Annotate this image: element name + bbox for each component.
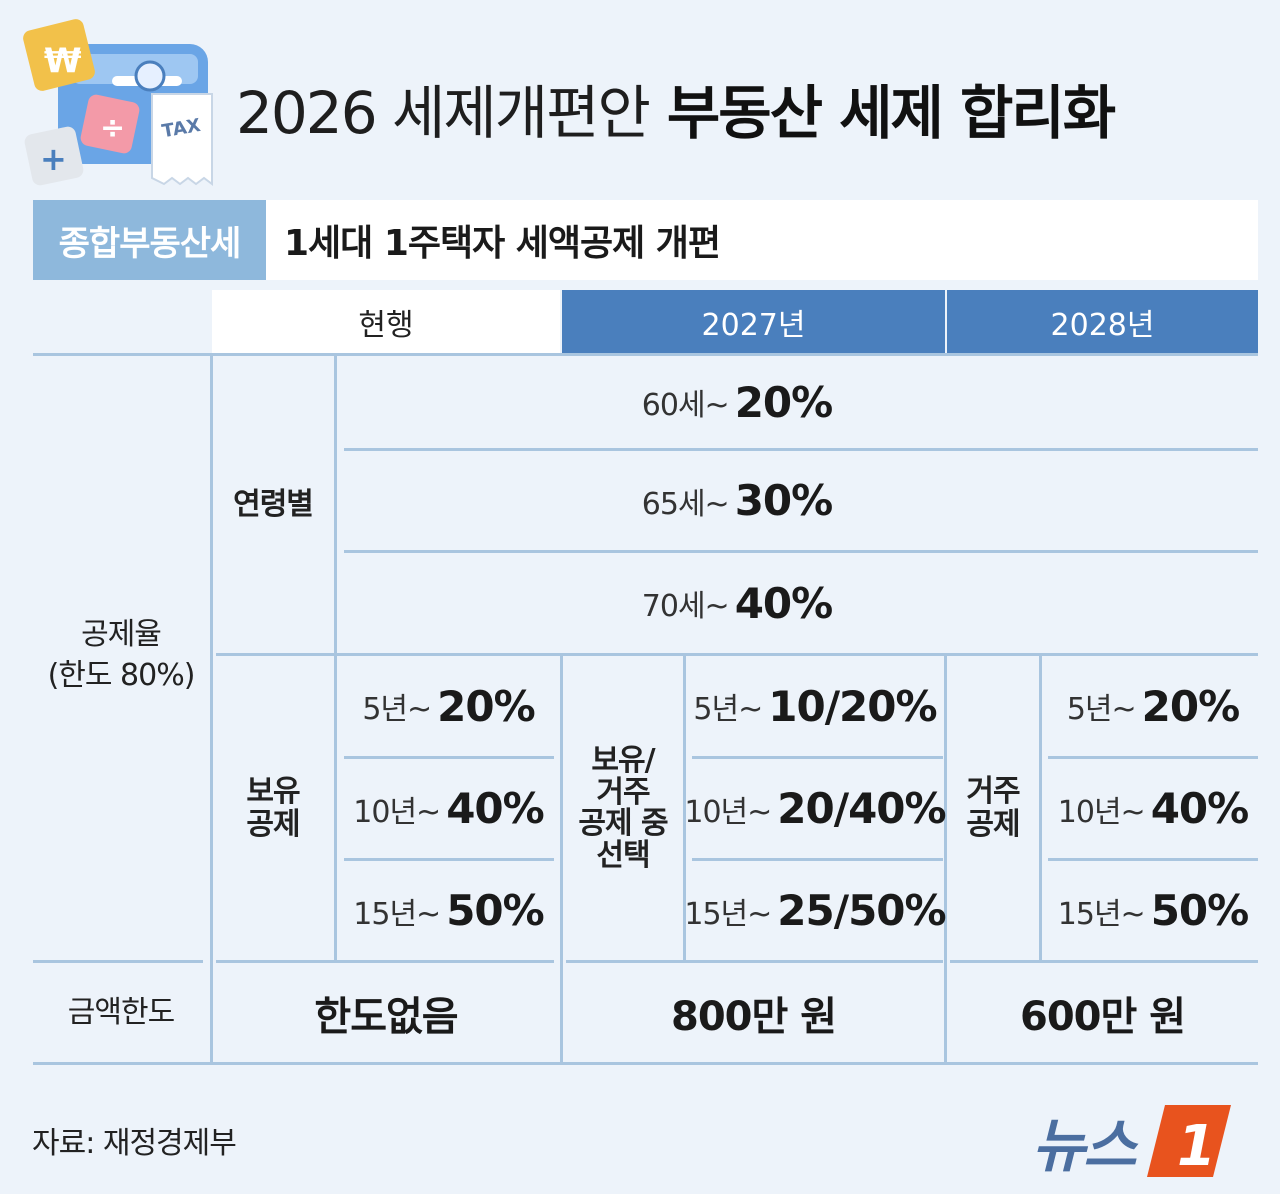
residence-label-line2: 공제 [966, 807, 1020, 842]
holding-period: 5년~ [362, 692, 432, 727]
section-title-bar [266, 200, 1258, 280]
deduction-rate-label: 공제율 (한도 80%) [33, 600, 209, 710]
choice-label-line3: 공제 중 [578, 806, 668, 841]
y2027-holding-row: 5년~ 10/20% [686, 656, 944, 756]
y2028-residence-row: 10년~ 40% [1042, 759, 1264, 858]
holding-period: 10년~ [353, 794, 441, 830]
svg-text:₩: ₩ [44, 41, 82, 81]
age-row: 65세~ 30% [337, 451, 1137, 550]
title-light: 2026 세제개편안 [236, 79, 651, 147]
column-header-current: 현행 [212, 290, 560, 353]
residence-rate: 40% [1150, 784, 1250, 833]
y2028-residence-row: 5년~ 20% [1042, 656, 1264, 756]
holding-rate: 20/40% [777, 784, 946, 833]
residence-period: 10년~ [1057, 794, 1146, 830]
svg-text:÷: ÷ [100, 111, 125, 146]
current-holding-row: 10년~ 40% [337, 759, 560, 858]
column-header-2028: 2028년 [947, 290, 1258, 353]
divider [33, 1062, 1258, 1065]
choice-label-line1: 보유/ [591, 743, 655, 778]
divider [33, 353, 1258, 356]
divider [683, 656, 686, 960]
divider [344, 550, 1258, 553]
divider [344, 858, 554, 861]
residence-rate: 50% [1150, 886, 1250, 935]
holding-label: 보유 공제 [212, 656, 334, 960]
page-title: 2026 세제개편안 부동산 세제 합리화 [236, 58, 1116, 158]
divider [944, 656, 947, 1064]
holding-rate: 10/20% [768, 681, 937, 731]
residence-label-line1: 거주 [966, 774, 1020, 809]
holding-rate: 20% [437, 681, 536, 731]
choice-label-line4: 선택 [596, 837, 650, 873]
limit-2028: 600만 원 [1019, 993, 1186, 1040]
residence-label: 거주 공제 [947, 656, 1039, 960]
holding-rate: 40% [446, 784, 545, 833]
holding-label-line1: 보유 [246, 774, 300, 809]
holding-rate: 50% [446, 886, 545, 935]
divider [692, 756, 943, 759]
title-bold: 부동산 세제 합리화 [666, 79, 1116, 147]
limit-label: 금액한도 [67, 995, 175, 1030]
holding-period: 5년~ [693, 692, 763, 727]
divider [1048, 756, 1258, 759]
current-holding-row: 15년~ 50% [337, 861, 560, 960]
divider [566, 960, 943, 963]
age-threshold: 70세~ [641, 589, 730, 624]
holding-period: 15년~ [353, 896, 441, 932]
divider [210, 356, 213, 1064]
y2027-holding-row: 10년~ 20/40% [684, 759, 946, 858]
divider [334, 356, 337, 960]
source-note: 자료: 재정경제부 [32, 1126, 237, 1161]
tax-illustration-icon: TAX ₩ ÷ + [23, 19, 213, 186]
limit-2027: 800만 원 [670, 993, 837, 1040]
section-title: 1세대 1주택자 세액공제 개편 [284, 223, 721, 264]
age-threshold: 65세~ [641, 486, 730, 522]
age-row: 60세~ 20% [337, 356, 1137, 448]
y2027-holding-row: 15년~ 25/50% [684, 861, 946, 960]
residence-rate: 20% [1141, 681, 1241, 731]
news1-logo: 뉴스 1 [1032, 1098, 1235, 1184]
divider [33, 960, 203, 963]
deduction-rate-title: 공제율 [81, 617, 162, 652]
divider [216, 653, 1258, 656]
divider [344, 448, 1258, 451]
logo-text: 뉴스 [1032, 1112, 1137, 1180]
divider [1039, 656, 1042, 960]
divider [1048, 858, 1258, 861]
age-threshold: 60세~ [641, 388, 730, 423]
choice-label: 보유/ 거주 공제 중 선택 [563, 656, 683, 960]
deduction-rate-limit: (한도 80%) [47, 658, 196, 693]
age-rate: 40% [734, 578, 834, 628]
column-header-2027: 2027년 [562, 290, 945, 353]
holding-label-line2: 공제 [246, 807, 300, 842]
residence-period: 15년~ [1057, 896, 1146, 932]
y2028-residence-row: 15년~ 50% [1042, 861, 1264, 960]
section-tag: 종합부동산세 [33, 200, 266, 280]
logo-badge-text: 1 [1177, 1114, 1216, 1179]
age-row: 70세~ 40% [337, 553, 1137, 653]
age-rate: 30% [734, 476, 834, 525]
divider [560, 656, 563, 1064]
choice-label-line2: 거주 [596, 774, 650, 810]
divider [344, 756, 554, 759]
svg-text:+: + [40, 140, 67, 178]
age-label: 연령별 [233, 486, 314, 522]
holding-period: 15년~ [684, 896, 772, 932]
holding-period: 10년~ [684, 794, 772, 830]
divider [216, 960, 554, 963]
divider [692, 858, 943, 861]
age-rate: 20% [734, 377, 834, 427]
divider [950, 960, 1258, 963]
holding-rate: 25/50% [777, 886, 946, 935]
current-holding-row: 5년~ 20% [337, 656, 560, 756]
residence-period: 5년~ [1066, 692, 1137, 727]
logo-badge-icon: 1 [1146, 1105, 1231, 1179]
limit-current: 한도없음 [314, 993, 458, 1040]
